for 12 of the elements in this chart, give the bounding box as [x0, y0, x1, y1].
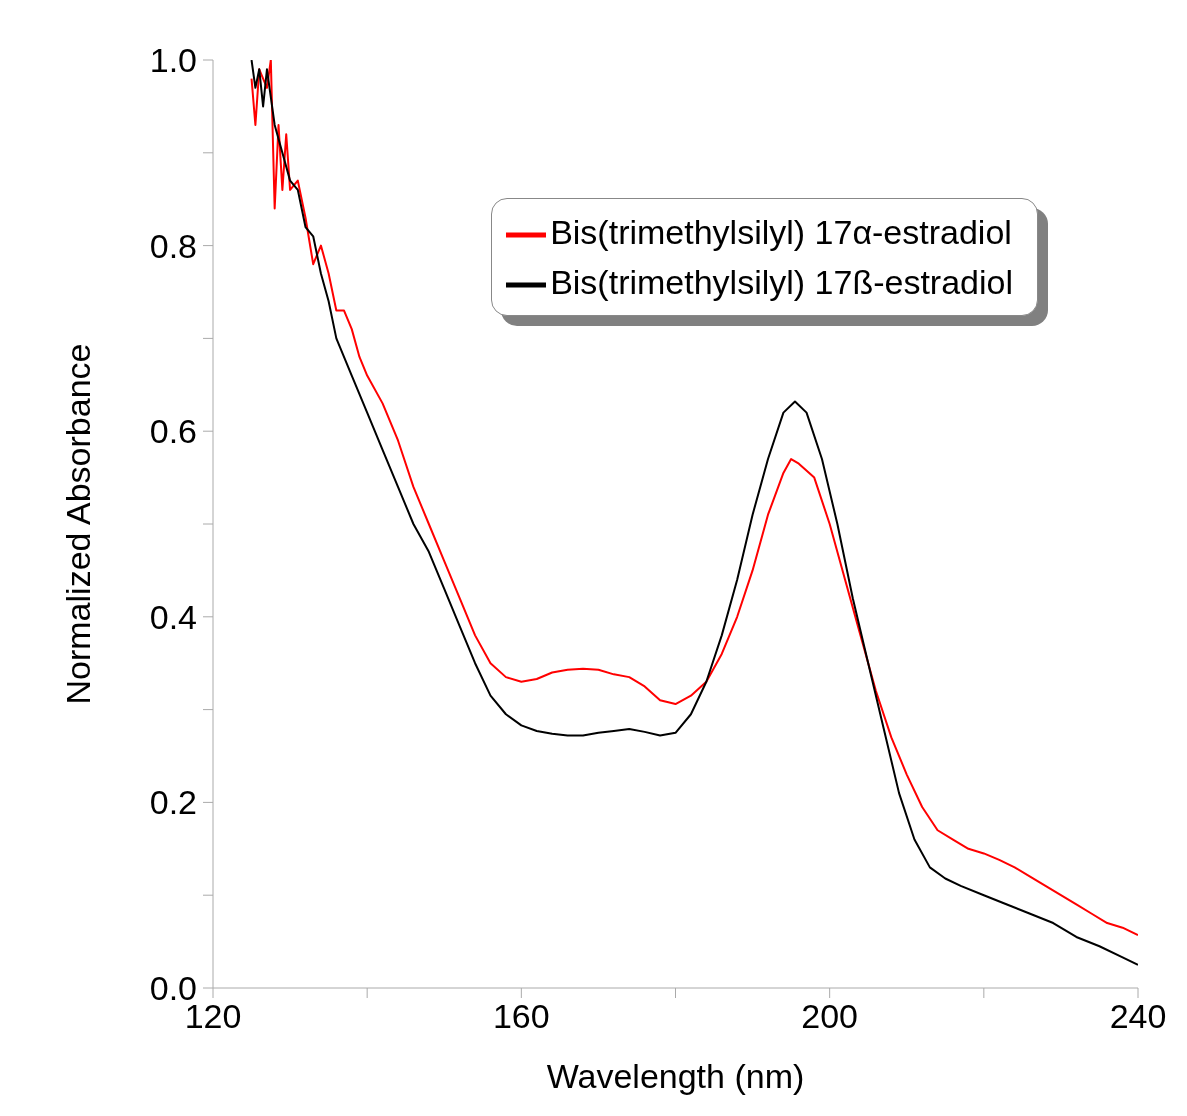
y-tick-label: 0.2	[149, 783, 197, 822]
y-tick-label: 0.4	[149, 597, 197, 636]
x-tick-label: 160	[492, 997, 550, 1036]
legend-label: Bis(trimethylsilyl) 17ß-estradiol	[550, 263, 1013, 301]
y-tick-label: 1.0	[149, 41, 197, 80]
y-tick-label: 0.6	[149, 412, 197, 451]
y-tick-label: 0.8	[149, 226, 197, 265]
legend-label: Bis(trimethylsilyl) 17α-estradiol	[550, 213, 1012, 251]
x-axis-title: Wavelength (nm)	[546, 1057, 805, 1095]
x-tick-label: 200	[801, 997, 859, 1036]
y-axis-title: Normalized Absorbance	[59, 343, 98, 705]
x-tick-label: 240	[1109, 997, 1167, 1036]
